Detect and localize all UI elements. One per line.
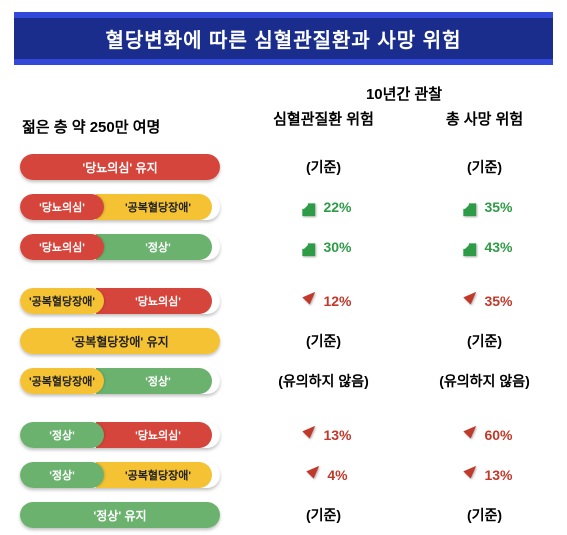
percent-value: 60% xyxy=(484,427,512,443)
category-cell: '당뇨의심' 유지 xyxy=(10,147,240,187)
pill-segment-to: '당뇨의심' xyxy=(96,422,212,448)
cvd-risk-cell: 4% xyxy=(246,455,401,495)
pill-segment-to: '공복혈당장애' xyxy=(96,462,212,488)
cvd-risk-cell: 22% xyxy=(246,187,401,227)
arrow-down-icon xyxy=(295,196,317,218)
status-pill: '정상''공복혈당장애' xyxy=(20,462,220,488)
status-pill: '당뇨의심''공복혈당장애' xyxy=(20,194,220,220)
cvd-risk-cell: (기준) xyxy=(246,495,401,535)
mortality-risk-cell: (기준) xyxy=(407,147,562,187)
arrow-up-icon xyxy=(295,290,317,312)
observation-header: 10년간 관찰 xyxy=(246,83,562,104)
page-title: 혈당변화에 따른 심혈관질환과 사망 위험 xyxy=(14,24,553,53)
category-cell: '정상''공복혈당장애' xyxy=(10,455,240,495)
category-cell: '공복혈당장애' 유지 xyxy=(10,321,240,361)
cvd-risk-cell: 12% xyxy=(246,281,401,321)
category-cell: '공복혈당장애''당뇨의심' xyxy=(10,281,240,321)
pill-segment-from: '공복혈당장애' xyxy=(20,288,104,314)
arrow-down-icon xyxy=(295,236,317,258)
status-pill: '당뇨의심' 유지 xyxy=(20,154,220,180)
percent-value: 13% xyxy=(484,467,512,483)
percent-value: 13% xyxy=(323,427,351,443)
status-pill: '공복혈당장애''정상' xyxy=(20,368,220,394)
not-significant-label: (유의하지 않음) xyxy=(439,371,530,391)
mortality-risk-cell: 60% xyxy=(407,415,562,455)
status-pill: '공복혈당장애''당뇨의심' xyxy=(20,288,220,314)
title-bar: 혈당변화에 따른 심혈관질환과 사망 위험 xyxy=(14,12,553,65)
arrow-up-icon xyxy=(456,290,478,312)
percent-value: 4% xyxy=(327,467,347,483)
data-grid: 10년간 관찰 젊은 층 약 250만 여명 심혈관질환 위험 총 사망 위험 … xyxy=(10,83,557,535)
percent-value: 30% xyxy=(323,239,351,255)
percent-value: 22% xyxy=(323,199,351,215)
status-pill: '당뇨의심''정상' xyxy=(20,234,220,260)
arrow-down-icon xyxy=(456,236,478,258)
mortality-risk-cell: 35% xyxy=(407,281,562,321)
status-pill: '정상' 유지 xyxy=(20,502,220,528)
pill-segment-to: '공복혈당장애' xyxy=(96,194,212,220)
baseline-label: (기준) xyxy=(306,505,341,525)
cvd-risk-cell: (기준) xyxy=(246,321,401,361)
mortality-risk-cell: (기준) xyxy=(407,321,562,361)
category-cell: '정상' 유지 xyxy=(10,495,240,535)
mortality-risk-cell: 43% xyxy=(407,227,562,267)
arrow-down-icon xyxy=(456,196,478,218)
percent-value: 43% xyxy=(484,239,512,255)
cvd-risk-cell: (기준) xyxy=(246,147,401,187)
baseline-label: (기준) xyxy=(467,331,502,351)
mortality-risk-cell: (기준) xyxy=(407,495,562,535)
category-cell: '당뇨의심''공복혈당장애' xyxy=(10,187,240,227)
baseline-label: (기준) xyxy=(467,157,502,177)
left-column-header: 젊은 층 약 250만 여명 xyxy=(22,116,240,137)
pill-segment: '당뇨의심' 유지 xyxy=(20,154,220,180)
cvd-risk-cell: (유의하지 않음) xyxy=(246,361,401,401)
baseline-label: (기준) xyxy=(306,157,341,177)
category-cell: '정상''당뇨의심' xyxy=(10,415,240,455)
percent-value: 35% xyxy=(484,199,512,215)
cvd-risk-cell: 13% xyxy=(246,415,401,455)
category-cell: '공복혈당장애''정상' xyxy=(10,361,240,401)
pill-segment-from: '정상' xyxy=(20,422,104,448)
baseline-label: (기준) xyxy=(467,505,502,525)
arrow-up-icon xyxy=(456,424,478,446)
mortality-risk-cell: 35% xyxy=(407,187,562,227)
pill-segment-from: '당뇨의심' xyxy=(20,234,104,260)
col1-header: 심혈관질환 위험 xyxy=(246,108,401,137)
mortality-risk-cell: (유의하지 않음) xyxy=(407,361,562,401)
status-pill: '공복혈당장애' 유지 xyxy=(20,328,220,354)
status-pill: '정상''당뇨의심' xyxy=(20,422,220,448)
pill-segment-from: '공복혈당장애' xyxy=(20,368,104,394)
mortality-risk-cell: 13% xyxy=(407,455,562,495)
col2-header: 총 사망 위험 xyxy=(407,108,562,137)
percent-value: 35% xyxy=(484,293,512,309)
pill-segment: '공복혈당장애' 유지 xyxy=(20,328,220,354)
not-significant-label: (유의하지 않음) xyxy=(278,371,369,391)
pill-segment-from: '당뇨의심' xyxy=(20,194,104,220)
pill-segment-to: '정상' xyxy=(96,368,212,394)
percent-value: 12% xyxy=(323,293,351,309)
arrow-up-icon xyxy=(295,424,317,446)
pill-segment-to: '정상' xyxy=(96,234,212,260)
pill-segment: '정상' 유지 xyxy=(20,502,220,528)
baseline-label: (기준) xyxy=(306,331,341,351)
pill-segment-from: '정상' xyxy=(20,462,104,488)
pill-segment-to: '당뇨의심' xyxy=(96,288,212,314)
category-cell: '당뇨의심''정상' xyxy=(10,227,240,267)
arrow-up-icon xyxy=(299,464,321,486)
arrow-up-icon xyxy=(456,464,478,486)
cvd-risk-cell: 30% xyxy=(246,227,401,267)
